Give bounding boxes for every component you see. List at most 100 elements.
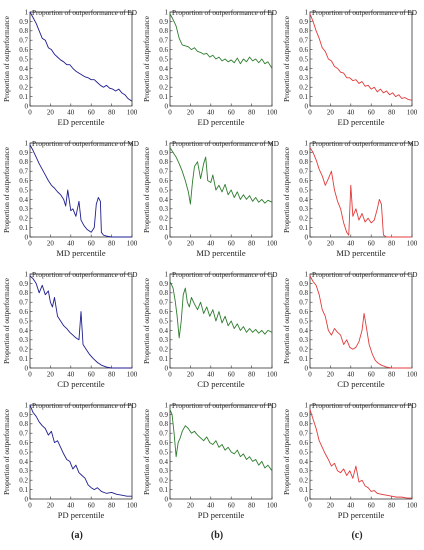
y-tick-label: 0.3 [299, 74, 308, 82]
x-axis-label: MD percentile [56, 248, 106, 258]
x-tick-label: 20 [327, 502, 335, 510]
y-tick-label: 0.8 [299, 420, 308, 428]
x-tick-label: 80 [248, 240, 256, 248]
y-tick-label: 0.5 [159, 317, 168, 325]
y-axis-label: Proportion of outperformance [143, 409, 151, 495]
y-tick-label: 0.8 [159, 289, 168, 297]
chart-title: Proportion of outperformance of PD [172, 402, 277, 410]
x-tick-label: 60 [228, 109, 236, 117]
x-axis-label: MD percentile [336, 248, 386, 258]
x-tick-label: 60 [88, 371, 96, 379]
x-axis-label: ED percentile [338, 117, 385, 127]
y-tick-label: 0.1 [159, 93, 168, 101]
chart-title: Proportion of outperformance of ED [172, 9, 277, 17]
y-tick-label: 0.9 [159, 411, 168, 419]
y-tick-label: 0.7 [19, 299, 28, 307]
x-tick-label: 60 [88, 109, 96, 117]
y-tick-label: 0.8 [159, 158, 168, 166]
x-tick-label: 20 [187, 502, 195, 510]
x-tick-label: 0 [168, 240, 172, 248]
y-tick-label: 0.7 [19, 430, 28, 438]
y-tick-label: 0 [25, 102, 29, 110]
x-tick-label: 60 [228, 240, 236, 248]
y-tick-label: 1 [305, 401, 309, 409]
chart-panel: Proportion of outperformance of PD00.10.… [283, 401, 418, 520]
y-tick-label: 0.1 [299, 93, 308, 101]
y-axis-label: Proportion of outperformance [283, 16, 291, 102]
x-tick-label: 0 [308, 371, 312, 379]
y-tick-label: 0.5 [159, 55, 168, 63]
y-tick-label: 0.3 [19, 467, 28, 475]
y-tick-label: 0.8 [19, 158, 28, 166]
y-tick-label: 0.9 [299, 149, 308, 157]
series-line [309, 13, 413, 101]
y-tick-label: 0.9 [19, 411, 28, 419]
y-axis-label: Proportion of outperformance [283, 147, 291, 233]
y-tick-label: 0.1 [299, 486, 308, 494]
y-tick-label: 0.7 [299, 299, 308, 307]
x-tick-label: 20 [47, 240, 55, 248]
x-tick-label: 80 [248, 502, 256, 510]
x-tick-label: 40 [207, 109, 215, 117]
chart-title: Proportion of outperformance of CD [32, 271, 137, 279]
y-tick-label: 1 [305, 8, 309, 16]
x-tick-label: 0 [28, 502, 32, 510]
x-tick-label: 0 [168, 502, 172, 510]
y-tick-label: 0.7 [299, 168, 308, 176]
y-tick-label: 0.6 [19, 46, 28, 54]
y-tick-label: 0.2 [159, 477, 168, 485]
series-line [29, 275, 132, 369]
y-tick-label: 0 [305, 364, 309, 372]
y-axis-label: Proportion of outperformance [3, 16, 11, 102]
y-tick-label: 0.5 [19, 317, 28, 325]
series-line [309, 409, 412, 499]
y-tick-label: 0.7 [159, 430, 168, 438]
x-axis-label: CD percentile [57, 379, 105, 389]
y-tick-label: 0.1 [19, 355, 28, 363]
y-tick-label: 0.4 [159, 196, 168, 204]
y-tick-label: 0.3 [299, 467, 308, 475]
plot-frame [309, 142, 413, 238]
y-tick-label: 0.3 [19, 74, 28, 82]
x-tick-label: 80 [388, 502, 396, 510]
y-tick-label: 0.6 [19, 439, 28, 447]
chart-panel: Proportion of outperformance of ED00.10.… [3, 8, 138, 127]
y-tick-label: 0.4 [19, 327, 28, 335]
y-tick-label: 0.4 [159, 65, 168, 73]
series-line [29, 144, 132, 238]
x-axis-label: PD percentile [58, 510, 105, 520]
x-tick-label: 100 [267, 109, 278, 117]
y-tick-label: 1 [165, 401, 169, 409]
y-tick-label: 0.5 [299, 317, 308, 325]
x-tick-label: 80 [108, 371, 116, 379]
x-tick-label: 60 [88, 240, 96, 248]
plot-frame [309, 11, 413, 107]
y-tick-label: 0.7 [19, 168, 28, 176]
x-tick-label: 40 [207, 240, 215, 248]
x-tick-label: 60 [368, 240, 376, 248]
chart-panel: Proportion of outperformance of PD00.10.… [143, 401, 278, 520]
y-tick-label: 0.3 [299, 336, 308, 344]
y-tick-label: 0.2 [299, 215, 308, 223]
y-tick-label: 0.8 [19, 27, 28, 35]
y-tick-label: 0.1 [299, 224, 308, 232]
y-tick-label: 0.9 [159, 149, 168, 157]
y-tick-label: 0.7 [299, 430, 308, 438]
y-tick-label: 0.8 [159, 27, 168, 35]
chart-panel: Proportion of outperformance of MD00.10.… [3, 139, 139, 258]
y-tick-label: 0.6 [299, 308, 308, 316]
y-tick-label: 0.9 [299, 18, 308, 26]
y-axis-label: Proportion of outperformance [143, 16, 151, 102]
x-tick-label: 100 [127, 240, 138, 248]
y-tick-label: 0.2 [299, 477, 308, 485]
y-tick-label: 0.9 [159, 280, 168, 288]
series-line [29, 404, 132, 497]
y-tick-label: 0.9 [299, 411, 308, 419]
x-tick-label: 20 [187, 240, 195, 248]
series-line [169, 13, 273, 69]
y-tick-label: 0.3 [159, 205, 168, 213]
y-tick-label: 0.8 [19, 420, 28, 428]
chart-title: Proportion of outperformance of ED [32, 9, 137, 17]
y-tick-label: 0.4 [159, 458, 168, 466]
chart-panel: Proportion of outperformance of MD00.10.… [283, 139, 419, 258]
